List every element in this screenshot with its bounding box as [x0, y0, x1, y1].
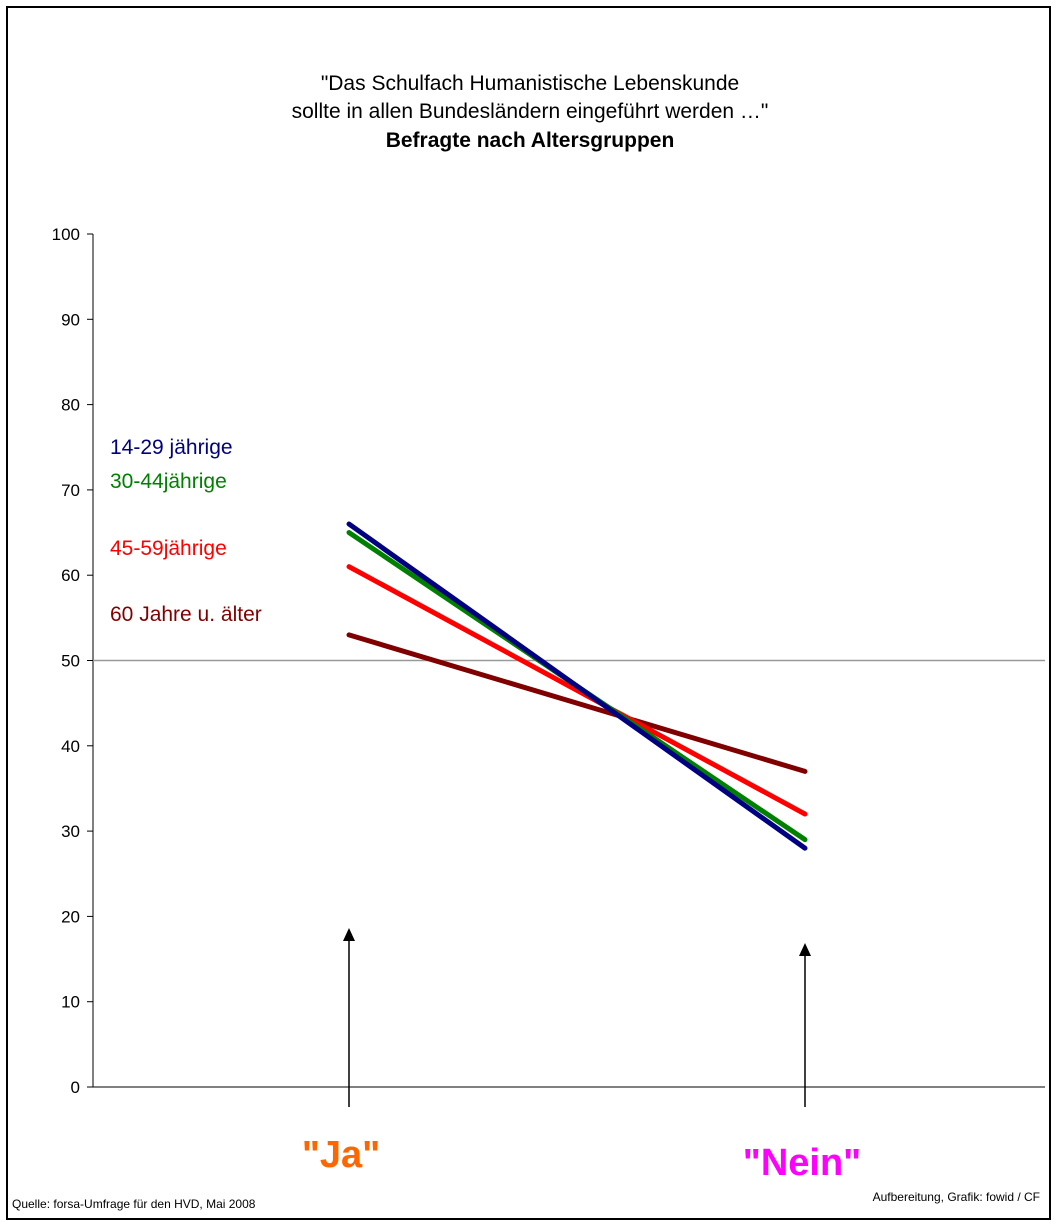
y-tick-label: 0 [71, 1078, 80, 1097]
series-label: 60 Jahre u. älter [110, 603, 262, 626]
x-category-label: "Ja" [302, 1134, 380, 1176]
y-tick-label: 70 [61, 481, 80, 500]
x-category-label: "Nein" [743, 1142, 861, 1184]
y-tick-label: 80 [61, 396, 80, 415]
y-tick-label: 10 [61, 993, 80, 1012]
chart-frame [6, 6, 1051, 1220]
chart-title-line-1: "Das Schulfach Humanistische Lebenskunde [320, 72, 740, 95]
series-line [346, 521, 808, 851]
category-arrow-head [343, 928, 355, 941]
chart-subtitle: Befragte nach Altersgruppen [385, 129, 675, 152]
series-line [346, 564, 808, 817]
y-tick-label: 90 [61, 310, 80, 329]
chart-marks [346, 521, 808, 851]
y-tick-label: 20 [61, 907, 80, 926]
category-arrow-head [799, 943, 811, 956]
chart-axes [87, 233, 1045, 1107]
chart-titles: "Das Schulfach Humanistische Lebenskunde… [0, 70, 1060, 156]
credit-note: Aufbereitung, Grafik: fowid / CF [872, 1190, 1040, 1204]
series-label: 30-44jährige [110, 470, 227, 493]
y-tick-label: 50 [61, 652, 80, 671]
source-note: Quelle: forsa-Umfrage für den HVD, Mai 2… [12, 1197, 256, 1211]
series-label: 14-29 jährige [110, 436, 233, 459]
series-label: 45-59jährige [110, 537, 227, 560]
y-tick-label: 40 [61, 737, 80, 756]
y-tick-label: 30 [61, 822, 80, 841]
chart-title-line-2: sollte in allen Bundesländern eingeführt… [291, 100, 769, 123]
y-tick-label: 100 [52, 225, 80, 244]
series-line [346, 632, 808, 774]
chart-labels: 0 10 20 30 40 50 60 70 80 90 100 "Ja" "Nein" 14-29 jä… [52, 225, 862, 1184]
y-tick-label: 60 [61, 566, 80, 585]
